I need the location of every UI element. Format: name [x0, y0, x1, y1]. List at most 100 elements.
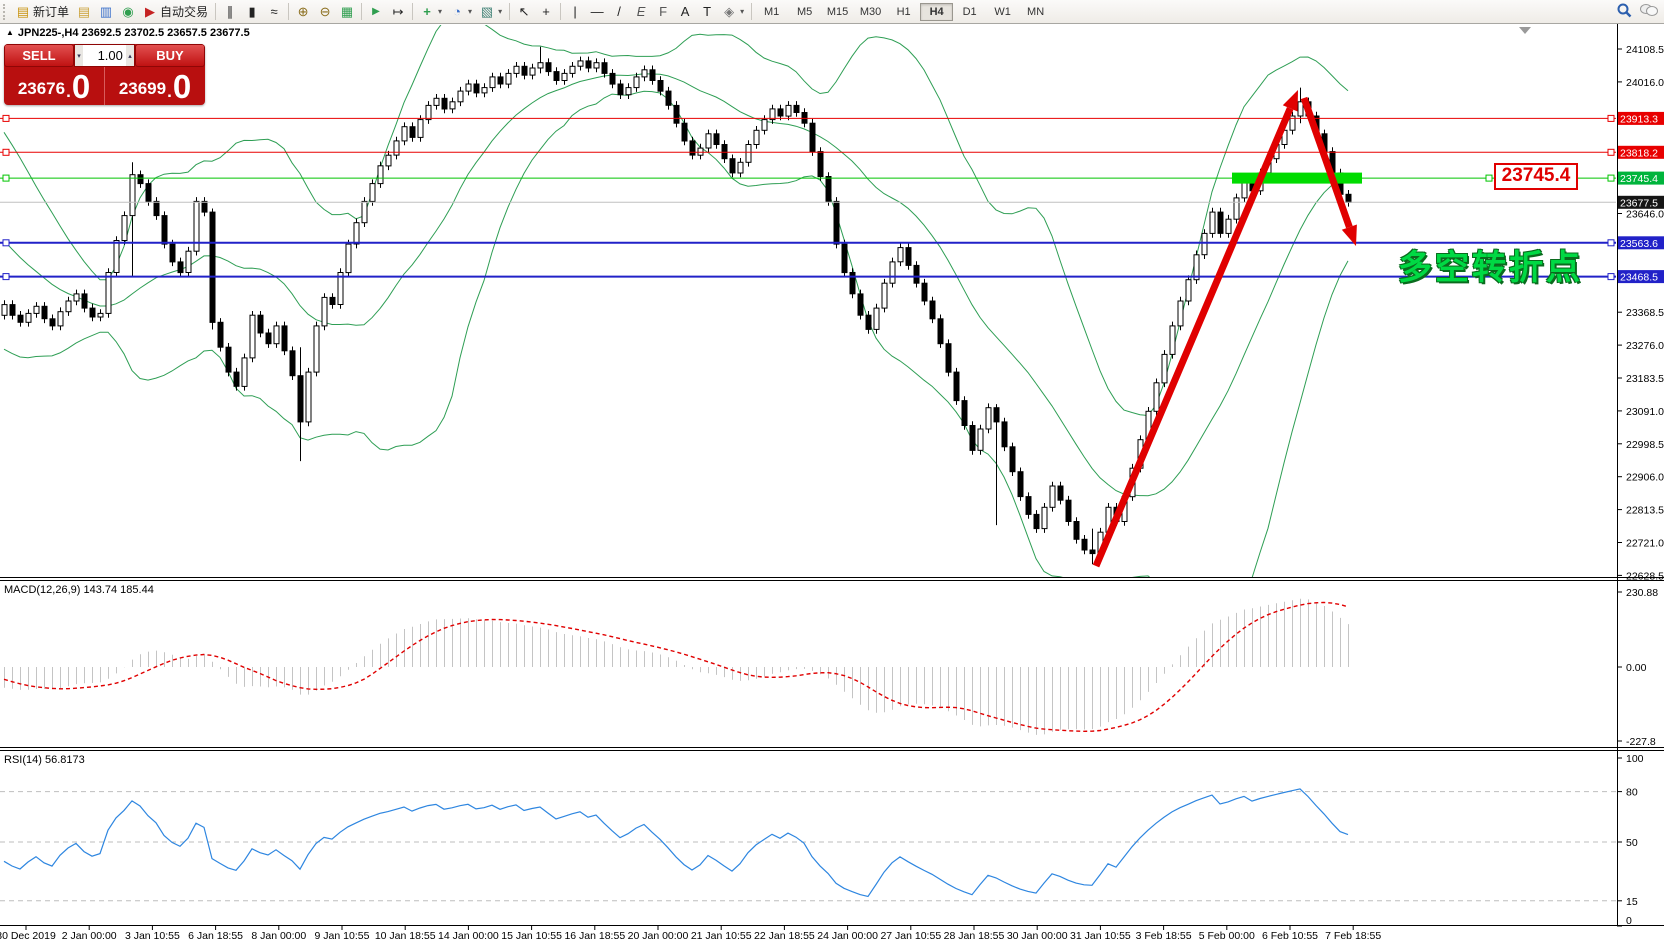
svg-text:30 Dec 2019: 30 Dec 2019 — [0, 930, 56, 942]
periods-icon: ◔ — [453, 4, 461, 19]
line-chart-icon: ≈ — [270, 4, 278, 19]
horizontal-line-23563.6[interactable]: 23563.6 — [0, 236, 1664, 250]
separator — [288, 3, 290, 20]
svg-text:7 Feb 18:55: 7 Feb 18:55 — [1325, 930, 1381, 942]
svg-text:9 Jan 10:55: 9 Jan 10:55 — [315, 930, 370, 942]
bar-chart-button[interactable]: ∥ — [219, 1, 241, 22]
tab-mn[interactable]: MN — [1027, 5, 1045, 18]
trend-arrow-up[interactable] — [1092, 90, 1298, 568]
chat-icon[interactable] — [1640, 3, 1658, 21]
grid-pattern-icon: F — [659, 4, 668, 19]
svg-text:-227.8: -227.8 — [1626, 736, 1656, 748]
search-icon[interactable] — [1617, 3, 1632, 21]
volume-increase-button[interactable]: ▴ — [125, 45, 134, 66]
vertical-line-button[interactable]: | — [564, 1, 586, 22]
cursor-button[interactable]: ↖ — [513, 1, 535, 22]
sell-button[interactable]: SELL — [4, 44, 74, 67]
time-axis[interactable]: 30 Dec 2019 2 Jan 00:00 3 Jan 10:55 6 Jan 1… — [0, 926, 1381, 942]
horizontal-line-23818.2[interactable]: 23818.2 — [0, 145, 1664, 160]
chart-shift-marker[interactable] — [1519, 27, 1531, 34]
trendline-button[interactable]: / — [608, 1, 630, 22]
sell-price-pip: 0 — [71, 68, 91, 105]
turning-point-annotation[interactable]: 多空转折点 — [1398, 249, 1583, 287]
line-chart-button[interactable]: ≈ — [263, 1, 285, 22]
zoom-out-button[interactable]: ⊖ — [314, 1, 336, 22]
fibonacci-button[interactable]: E — [630, 1, 652, 22]
svg-text:23276.0: 23276.0 — [1626, 340, 1664, 352]
grid-pattern-button[interactable]: F — [652, 1, 674, 22]
horizontal-line-23913.3[interactable]: 23913.3 — [0, 111, 1664, 126]
collapse-icon[interactable]: ▲ — [6, 28, 14, 37]
shapes-icon: ◈ — [724, 4, 735, 19]
chart-title: ▲ JPN225-,H4 23692.5 23702.5 23657.5 2367… — [6, 27, 250, 39]
horizontal-line-23468.5[interactable]: 23468.5 — [0, 270, 1664, 284]
svg-text:15: 15 — [1626, 896, 1638, 908]
horizontal-line-icon: — — [590, 4, 604, 19]
horizontal-line-23677.5[interactable]: 23677.5 — [0, 195, 1664, 210]
templates-icon: ▧ — [480, 4, 494, 19]
data-window-button[interactable]: ◉ — [117, 1, 139, 22]
rsi-indicator-label: RSI(14) 56.8173 — [4, 754, 85, 766]
svg-text:3 Feb 18:55: 3 Feb 18:55 — [1136, 930, 1192, 942]
tab-w1[interactable]: W1 — [994, 5, 1011, 18]
tab-d1[interactable]: D1 — [962, 5, 977, 18]
volume-decrease-button[interactable]: ▾ — [75, 45, 84, 66]
macd-panel — [3, 598, 1349, 735]
fibonacci-icon: E — [636, 4, 646, 19]
shapes-button[interactable]: ◈ ▾ — [718, 1, 748, 22]
market-watch-button[interactable]: ▥ — [95, 1, 117, 22]
svg-text:2 Jan 00:00: 2 Jan 00:00 — [62, 930, 117, 942]
templates-button[interactable]: ▧ ▾ — [476, 1, 506, 22]
svg-text:0.00: 0.00 — [1626, 662, 1647, 674]
price-axis[interactable]: 24108.5 24016.0 23646.0 23368.5 23276.0 23183… — [1617, 44, 1664, 927]
toolbar-grip — [3, 3, 9, 20]
tab-h4[interactable]: H4 — [920, 2, 954, 21]
volume-input[interactable] — [83, 45, 126, 66]
callout-anchor[interactable] — [1485, 174, 1493, 182]
tab-m15[interactable]: M15 — [826, 5, 849, 18]
zoom-in-button[interactable]: ⊕ — [292, 1, 314, 22]
new-order-button[interactable]: ▤ 新订单 — [12, 1, 73, 22]
horizontal-line-23745.4[interactable]: 23745.4 — [0, 171, 1664, 186]
indicators-button[interactable]: + ▾ — [416, 1, 446, 22]
svg-text:230.88: 230.88 — [1626, 587, 1658, 599]
sell-price[interactable]: 23676. 0 — [17, 68, 91, 105]
tab-h1[interactable]: H1 — [896, 5, 911, 18]
text-button[interactable]: A — [674, 1, 696, 22]
separator — [412, 3, 414, 20]
horizontal-line-button[interactable]: — — [586, 1, 608, 22]
svg-text:28 Jan 18:55: 28 Jan 18:55 — [944, 930, 1005, 942]
periods-button[interactable]: ◔ ▾ — [446, 1, 476, 22]
buy-price[interactable]: 23699. 0 — [104, 67, 205, 105]
price-callout-box[interactable]: 23745.4 — [1494, 163, 1578, 190]
buy-button[interactable]: BUY — [135, 44, 205, 67]
label-button[interactable]: T — [696, 1, 718, 22]
auto-scroll-button[interactable]: ▶ — [365, 1, 387, 22]
separator — [751, 3, 753, 20]
trend-arrow-down[interactable] — [1300, 96, 1357, 246]
rsi-panel — [0, 788, 1616, 902]
tab-m5[interactable]: M5 — [796, 5, 813, 18]
crosshair-button[interactable]: + — [535, 1, 557, 22]
one-click-trading-panel: SELL ▾ ▴ BUY 23676.0 23699.0 — [4, 44, 205, 105]
svg-text:24108.5: 24108.5 — [1626, 44, 1664, 56]
tab-m1[interactable]: M1 — [763, 5, 780, 18]
chart-shift-button[interactable]: ↦ — [387, 1, 409, 22]
new-order-label: 新订单 — [33, 5, 70, 19]
separator — [215, 3, 217, 20]
dropdown-icon: ▾ — [740, 7, 745, 16]
zoom-in-icon: ⊕ — [297, 4, 309, 19]
candlestick-chart-button[interactable]: ▮ — [241, 1, 263, 22]
profiles-button[interactable]: ▤ — [73, 1, 95, 22]
tile-windows-button[interactable]: ▦ — [336, 1, 358, 22]
indicators-icon: + — [423, 4, 431, 19]
autotrading-button[interactable]: ▶ 自动交易 — [139, 1, 212, 22]
tab-m30[interactable]: M30 — [859, 5, 882, 18]
zoom-out-icon: ⊖ — [319, 4, 331, 19]
crosshair-icon: + — [542, 4, 550, 19]
green-rectangle-annotation[interactable] — [1232, 172, 1362, 184]
buy-price-pip: 0 — [172, 68, 192, 105]
svg-text:0: 0 — [1626, 915, 1632, 927]
